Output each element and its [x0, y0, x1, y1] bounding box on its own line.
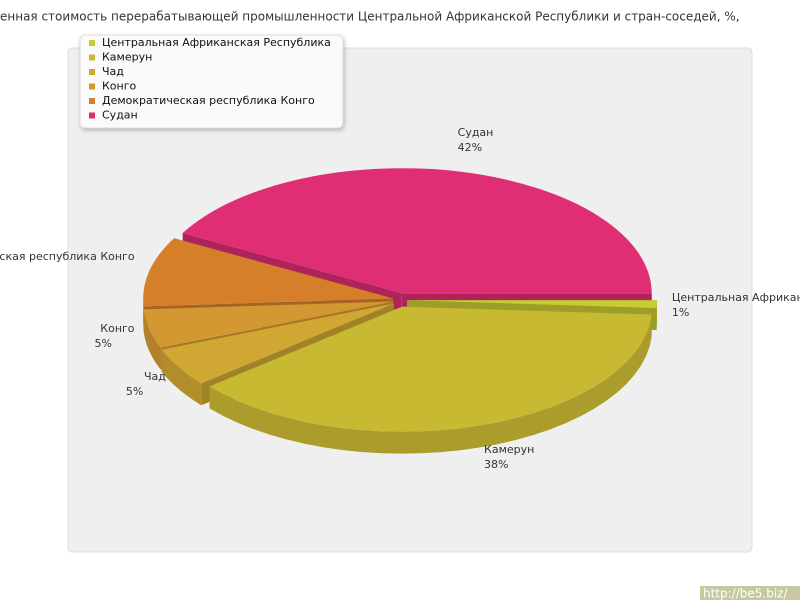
slice-wall: [209, 314, 652, 454]
legend: Центральная Африканская Республика Камеру…: [89, 36, 331, 122]
slice-wall: [143, 309, 161, 370]
slice-wall: [161, 349, 202, 406]
slice-label: Конго: [100, 322, 135, 335]
slice-value: 38%: [484, 458, 508, 471]
legend-swatch: [89, 40, 95, 46]
slice-label: Демократическая республика Конго: [0, 250, 135, 263]
legend-label: Чад: [102, 65, 124, 78]
legend-swatch: [89, 83, 95, 90]
slice-value: 1%: [672, 306, 689, 319]
legend-label: Центральная Африканская Республика: [102, 36, 331, 49]
slice: [182, 168, 652, 294]
legend-box: [79, 34, 344, 129]
slice: [209, 306, 652, 432]
slice-label: Судан: [458, 126, 494, 139]
slice-value: 5%: [95, 337, 112, 350]
slice-value: 42%: [458, 141, 482, 154]
slice: [161, 303, 394, 384]
watermark-bg: [700, 586, 800, 600]
watermark: http://be5.biz/: [703, 587, 788, 600]
legend-label: Конго: [102, 80, 137, 93]
legend-label: Демократическая республика Конго: [102, 94, 315, 107]
slice: [406, 300, 657, 309]
chart-title: енная стоимость перерабатывающей промышл…: [0, 10, 740, 24]
legend-label: Судан: [102, 109, 138, 122]
slice-value: 5%: [126, 385, 143, 398]
slice: [143, 301, 394, 348]
legend-label: Камерун: [102, 51, 152, 64]
slice-label: Камерун: [484, 443, 534, 456]
slice: [143, 238, 394, 307]
legend-swatch: [89, 69, 95, 75]
legend-swatch: [89, 98, 95, 104]
pie: [143, 168, 657, 454]
slice-label: Центральная Африканская Республика: [672, 291, 800, 304]
legend-swatch: [89, 54, 95, 61]
slice-labels: Центральная Африканская Республика 1% Каме…: [0, 126, 800, 471]
legend-swatch: [89, 112, 95, 119]
slice-label: Чад: [144, 370, 166, 383]
